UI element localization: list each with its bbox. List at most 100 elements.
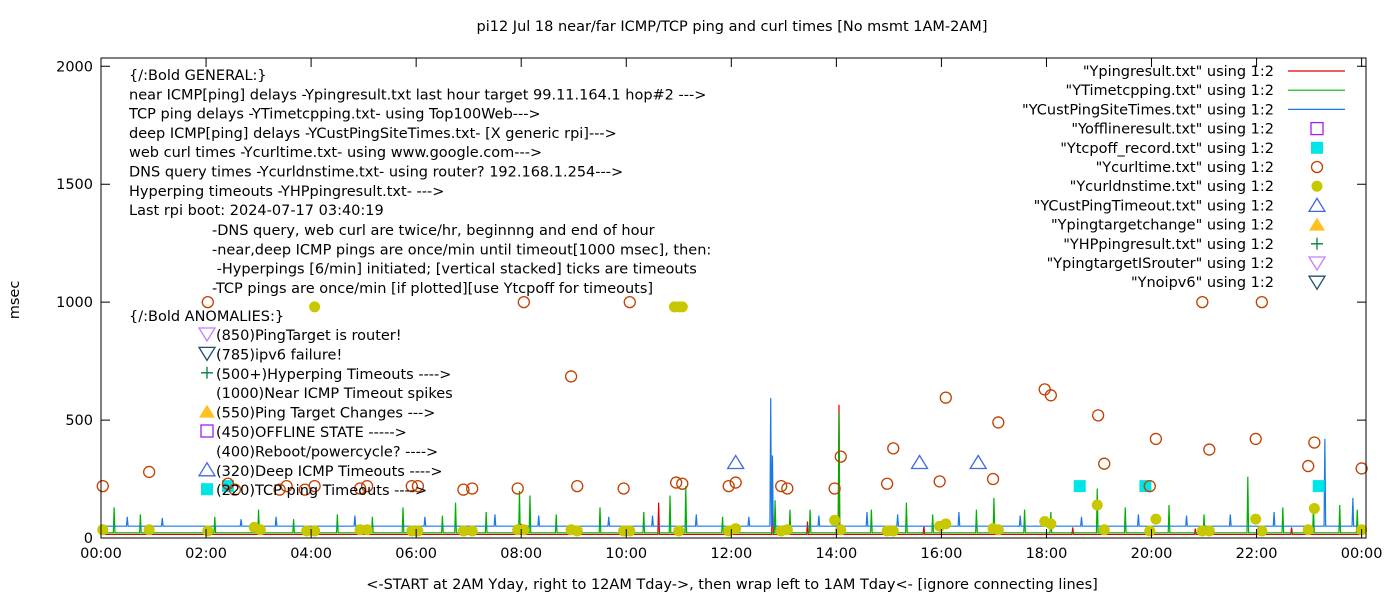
legend-marker-icon — [1307, 275, 1327, 291]
data-point-Ycurltime — [1302, 459, 1315, 473]
legend-label: "Ycurldnstime.txt" using 1:2 — [1070, 179, 1274, 195]
data-point-Ycurltime — [939, 391, 952, 404]
data-point-Ycurldnstime — [887, 525, 899, 537]
y-tick-label: 0 — [84, 531, 93, 547]
annotation-general-line: {/:Bold GENERAL:} — [129, 68, 267, 84]
data-point-Ycurltime — [775, 479, 788, 493]
series-line-YCustPingSiteTimes — [101, 398, 1362, 527]
chart-title: pi12 Jul 18 near/far ICMP/TCP ping and c… — [477, 19, 988, 35]
x-tick-label: 14:00 — [815, 546, 857, 562]
data-point-Ycurltime — [623, 295, 636, 309]
data-point-Ycurltime — [564, 370, 578, 383]
data-point-Ycurltime — [1196, 295, 1209, 309]
x-tick-label: 08:00 — [500, 546, 542, 562]
anomaly-marker-icon — [197, 327, 217, 343]
data-point-Ycurldnstime — [309, 301, 321, 313]
data-point-Ycurltime — [1203, 443, 1216, 456]
data-point-Ycurldnstime — [624, 525, 636, 537]
y-tick-label: 2000 — [56, 59, 93, 75]
legend-marker-icon — [1309, 217, 1325, 231]
data-point-Ycurldnstime — [309, 525, 321, 537]
data-point-Ycurltime — [1149, 432, 1163, 446]
legend-marker-icon — [1311, 141, 1323, 154]
data-point-Ycurltime — [676, 477, 689, 490]
annotation-general-line: Hyperping timeouts -YHPpingresult.txt- -… — [129, 184, 444, 200]
data-point-Ycurldnstime — [835, 524, 847, 536]
data-point-Ycurltime — [142, 465, 156, 479]
data-point-Ycurldnstime — [301, 525, 313, 537]
data-point-Ycurldnstime — [254, 524, 266, 536]
annotation-anomaly-line: (320)Deep ICMP Timeouts ----> — [216, 464, 443, 480]
legend-marker-icon — [1311, 180, 1323, 192]
series-line-Ypingresult — [101, 404, 1362, 536]
data-point-Ycurldnstime — [1203, 525, 1215, 537]
y-tick-label: 1500 — [56, 177, 93, 193]
data-point-Ytcpoff_record — [1139, 480, 1152, 493]
data-point-Ycurldnstime — [673, 525, 685, 537]
data-point-YCustPingTimeout — [969, 454, 988, 470]
data-point-Ycurldnstime — [571, 525, 583, 537]
legend-label: "Ypingtargetchange" using 1:2 — [1051, 218, 1274, 234]
data-point-Ycurltime — [992, 416, 1005, 429]
data-point-Ycurltime — [933, 475, 946, 488]
data-point-Ycurldnstime — [1302, 524, 1314, 536]
data-point-Ycurldnstime — [412, 525, 424, 537]
data-point-Ycurltime — [1308, 436, 1321, 449]
data-point-Ycurltime — [96, 479, 109, 493]
anomaly-marker-icon — [197, 461, 217, 477]
anomaly-marker-icon — [200, 424, 214, 438]
annotation-anomaly-line: (220)TCP ping Timeouts ----> — [216, 483, 427, 499]
data-point-Ycurltime — [834, 450, 847, 463]
annotation-anomaly-line: (785)ipv6 failure! — [216, 347, 342, 363]
data-point-Ycurldnstime — [676, 301, 688, 313]
data-point-Ycurltime — [1143, 479, 1156, 493]
data-point-Ycurldnstime — [940, 518, 952, 530]
axes-layer: 0 500 1000 1500 2000 00:00 02:00 04:00 06:00 08:0… — [56, 57, 1383, 562]
data-point-Ycurltime — [511, 482, 524, 495]
data-point-Ycurldnstime — [518, 524, 530, 536]
data-point-Ycurltime — [1038, 383, 1051, 396]
anomaly-marker-icon — [201, 483, 213, 496]
legend-label: "YpingtargetISrouter" using 1:2 — [1047, 256, 1274, 272]
data-point-Ycurldnstime — [1250, 513, 1262, 525]
data-point-Ycurldnstime — [1091, 499, 1103, 511]
x-tick-label: 10:00 — [605, 546, 647, 562]
data-point-Ycurldnstime — [829, 514, 841, 526]
annotation-anomaly-line: (550)Ping Target Changes ---> — [216, 406, 435, 422]
x-axis-label: <-START at 2AM Yday, right to 12AM Tday-… — [366, 577, 1098, 593]
x-tick-label: 16:00 — [921, 546, 963, 562]
legend: "Ypingresult.txt" using 1:2 "YTimetcpping… — [1022, 64, 1345, 291]
data-point-Ycurldnstime — [143, 524, 155, 536]
data-point-Ycurldnstime — [992, 524, 1004, 536]
data-point-Ycurltime — [828, 482, 841, 495]
data-point-Ycurldnstime — [1256, 525, 1268, 537]
annotation-anomaly-line: (400)Reboot/powercycle? ----> — [216, 444, 438, 460]
annotation-note-line: -TCP pings are once/min [if plotted][use… — [212, 281, 653, 297]
legend-marker-icon — [1307, 256, 1327, 272]
data-point-Ycurltime — [273, 483, 286, 496]
data-point-Ycurldnstime — [361, 524, 373, 536]
data-point-Ycurldnstime — [1045, 518, 1057, 530]
anomaly-marker-icon — [199, 404, 215, 418]
legend-label: "YCustPingSiteTimes.txt" using 1:2 — [1022, 102, 1274, 118]
y-tick-label: 1000 — [56, 295, 93, 311]
data-point-Ycurltime — [986, 472, 1000, 486]
data-point-Ycurltime — [1044, 389, 1057, 402]
data-point-Ycurltime — [617, 482, 630, 495]
annotation-anomaly-line: (500+)Hyperping Timeouts ----> — [216, 367, 451, 383]
annotation-general-line: near ICMP[ping] delays -Ypingresult.txt … — [129, 87, 706, 103]
legend-label: "YTimetcpping.txt" using 1:2 — [1066, 83, 1274, 99]
x-tick-label: 02:00 — [185, 546, 227, 562]
legend-label: "YHPpingresult.txt" using 1:2 — [1063, 237, 1274, 253]
data-point-Ytcpoff_record — [1073, 480, 1086, 493]
data-point-Ycurldnstime — [781, 524, 793, 536]
legend-label: "Ytcpoff_record.txt" using 1:2 — [1060, 141, 1274, 157]
x-tick-label: 04:00 — [290, 546, 332, 562]
data-point-Ycurltime — [405, 479, 418, 493]
annotation-anomaly-line: (450)OFFLINE STATE -----> — [216, 425, 407, 441]
data-point-Ycurldnstime — [466, 525, 478, 537]
data-point-Ycurldnstime — [97, 524, 109, 536]
data-point-Ycurldnstime — [1098, 524, 1110, 536]
data-point-Ytcpoff_record — [1312, 480, 1325, 493]
data-point-Ycurltime — [571, 479, 584, 493]
